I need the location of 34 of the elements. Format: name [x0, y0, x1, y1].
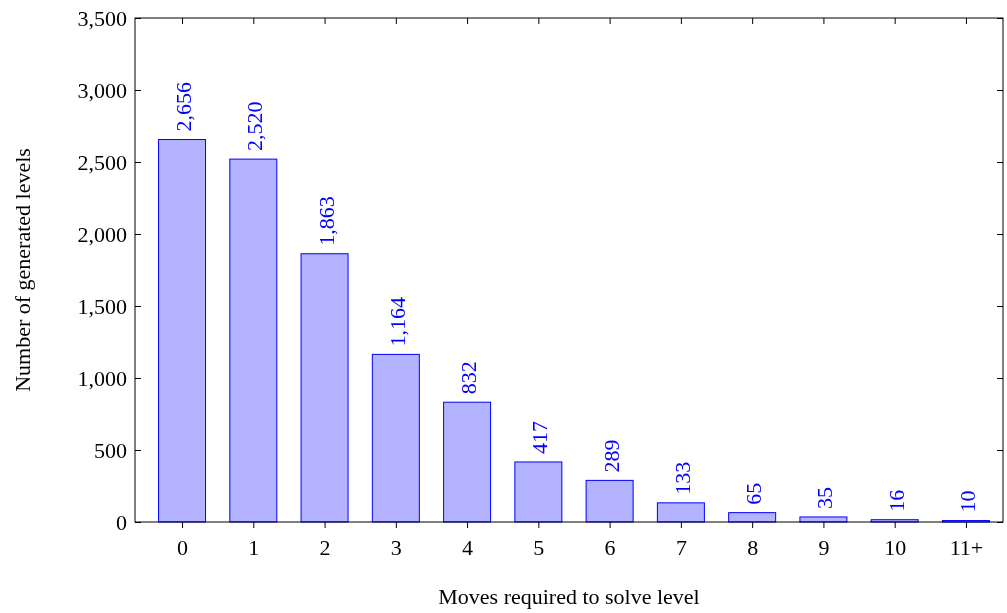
x-tick-label: 3	[390, 535, 402, 561]
data-label: 133	[669, 461, 695, 495]
data-label: 289	[598, 439, 624, 473]
y-tick-label: 0	[116, 509, 127, 535]
x-tick-label: 8	[747, 535, 759, 561]
y-tick-label: 500	[94, 437, 127, 463]
x-tick-label: 7	[675, 535, 687, 561]
y-tick-label: 3,000	[77, 77, 127, 103]
data-label: 65	[741, 482, 767, 505]
data-label: 35	[812, 486, 838, 509]
x-tick-label: 0	[177, 535, 189, 561]
data-label: 2,520	[242, 101, 268, 152]
y-tick-label: 1,000	[77, 365, 127, 391]
data-label: 10	[954, 490, 980, 513]
x-tick-label: 11+	[949, 535, 984, 561]
y-tick-label: 2,500	[77, 149, 127, 175]
x-tick-label: 2	[319, 535, 331, 561]
x-tick-label: 1	[248, 535, 260, 561]
data-label: 832	[456, 361, 482, 395]
x-tick-label: 9	[818, 535, 830, 561]
x-tick-label: 5	[533, 535, 545, 561]
data-label: 1,164	[384, 296, 410, 347]
x-tick-label: 10	[884, 535, 907, 561]
x-tick-label: 4	[462, 535, 474, 561]
y-tick-label: 3,500	[77, 5, 127, 31]
x-tick-label: 6	[604, 535, 616, 561]
y-tick-label: 1,500	[77, 293, 127, 319]
data-label: 2,656	[171, 82, 197, 132]
x-axis-title: Moves required to solve level	[438, 584, 700, 609]
y-axis-title: Number of generated levels	[10, 148, 35, 392]
data-label: 417	[527, 420, 553, 454]
data-label: 1,863	[313, 196, 339, 246]
data-label: 16	[883, 489, 909, 512]
y-tick-label: 2,000	[77, 221, 127, 247]
